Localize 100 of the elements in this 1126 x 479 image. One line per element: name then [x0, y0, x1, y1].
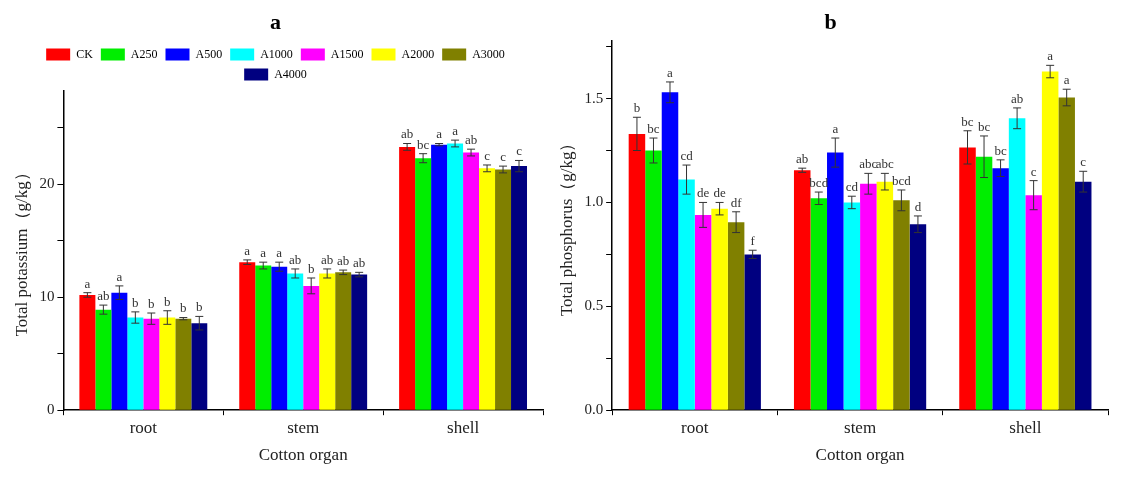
data-label: de [696, 185, 710, 201]
y-axis-title: Total phosphorus（g/kg） [556, 134, 576, 317]
data-label: cd [680, 147, 694, 163]
bar [399, 146, 416, 410]
x-tick-label: root [129, 417, 158, 437]
bar [239, 262, 256, 410]
data-label: cd [845, 179, 859, 195]
bar [271, 266, 288, 410]
bar [111, 292, 128, 410]
bar [159, 317, 176, 410]
y-tick-label: 0 [46, 401, 55, 418]
x-axis-title: Cotton organ [258, 445, 349, 465]
bar [975, 156, 993, 410]
bar [678, 179, 695, 410]
legend-label: A250 [130, 46, 158, 61]
x-axis-title: Cotton organ [815, 445, 906, 465]
data-label: de [713, 185, 726, 201]
bar [175, 318, 192, 410]
bar [793, 170, 811, 410]
bar [909, 224, 927, 410]
bar [1074, 181, 1092, 410]
bar [876, 181, 894, 410]
bar [335, 272, 352, 410]
bar [495, 169, 512, 410]
bar [694, 214, 712, 410]
data-label: ab [321, 251, 334, 267]
data-label: bcd [892, 172, 912, 188]
bar [893, 200, 910, 410]
data-label: a [84, 275, 91, 291]
bar [843, 202, 861, 410]
data-label: f [750, 233, 756, 249]
data-label: c [1080, 154, 1087, 170]
x-tick-label: stem [844, 417, 877, 437]
data-label: ab [97, 288, 110, 304]
data-label: b [307, 260, 315, 276]
bar [95, 309, 112, 410]
data-label: b [633, 100, 641, 116]
bar [463, 152, 480, 410]
data-label: ab [1010, 90, 1024, 106]
data-label: a [832, 120, 839, 136]
data-label: ab [289, 251, 302, 267]
data-label: ab [464, 132, 478, 148]
y-tick-label: 1.0 [584, 193, 604, 210]
y-tick-label: 1.5 [584, 89, 604, 106]
x-tick-label: shell [1009, 417, 1042, 437]
x-tick-label: shell [447, 417, 480, 437]
legend-label: A3000 [472, 46, 505, 61]
y-tick-label: 0.0 [584, 401, 604, 418]
data-label: abc [875, 156, 895, 172]
legend-label: A2000 [401, 46, 435, 61]
data-label: bc [977, 118, 991, 134]
bar [431, 144, 448, 410]
bar [287, 273, 304, 410]
bar [1025, 195, 1042, 410]
data-label: b [164, 293, 171, 309]
y-tick-label: 10 [39, 288, 55, 305]
data-label: abc [859, 156, 878, 172]
bar [479, 168, 496, 410]
data-label: c [484, 147, 491, 163]
data-label: bc [961, 113, 974, 129]
data-label: bc [994, 142, 1007, 158]
bar [1041, 71, 1059, 410]
data-label: a [452, 123, 459, 139]
data-label: a [667, 64, 674, 80]
data-label: ab [796, 151, 809, 167]
bar [255, 265, 272, 410]
bar [191, 323, 208, 410]
bar [127, 317, 144, 410]
data-label: c [516, 143, 523, 159]
bar [1058, 97, 1075, 410]
bar [79, 294, 96, 410]
bar [303, 285, 320, 410]
bar [810, 198, 828, 410]
data-label: b [132, 294, 139, 310]
bar [661, 92, 679, 410]
legend-label: A1500 [330, 46, 364, 61]
data-label: c [500, 149, 507, 165]
data-label: b [148, 295, 155, 311]
bar [860, 183, 877, 410]
bar [351, 274, 368, 410]
data-label: a [436, 126, 443, 142]
data-label: a [244, 242, 251, 258]
y-tick-label: 20 [39, 175, 55, 192]
legend-label: A1000 [260, 46, 293, 61]
data-label: a [1047, 48, 1054, 64]
data-label: ab [353, 255, 366, 271]
legend-label: A500 [195, 46, 223, 61]
chart-title: b [824, 8, 837, 34]
data-label: a [116, 268, 123, 284]
bar [628, 133, 646, 410]
bar [727, 222, 745, 410]
data-label: d [914, 198, 922, 214]
data-label: ab [400, 126, 414, 142]
x-tick-label: root [681, 417, 709, 437]
y-axis-title: Total potassium（g/kg） [11, 164, 31, 337]
bar [711, 208, 728, 410]
bar [959, 147, 976, 410]
bar [415, 158, 432, 410]
y-tick-label: 0.5 [584, 297, 604, 314]
bar [511, 166, 528, 410]
